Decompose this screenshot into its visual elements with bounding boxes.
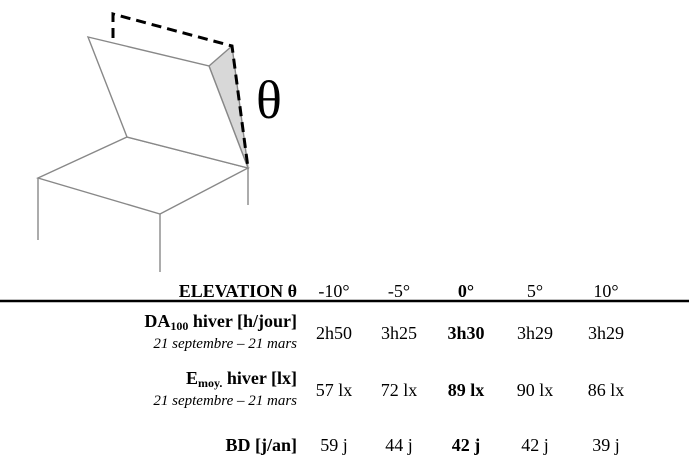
cell: 59 j [320,435,348,455]
column-header: 5° [527,281,543,301]
header-label: ELEVATION θ [179,281,297,301]
label-main: DA [144,311,170,331]
row-label: BD [j/an] [226,435,298,455]
label-main: BD [j/an] [226,435,298,455]
cell: 90 lx [517,380,554,400]
label-main: E [186,368,198,388]
row-period: 21 septembre – 21 mars [153,336,297,352]
cell: 3h29 [588,323,624,343]
dashed-outline [111,12,250,169]
column-header: 10° [593,281,618,301]
label-rest: hiver [h/jour] [188,311,297,331]
cell: 57 lx [316,380,353,400]
cell: 3h29 [517,323,553,343]
lid [86,36,250,170]
box-diagram [36,12,250,272]
cell: 42 j [452,435,481,455]
label-sub: moy. [198,376,222,390]
row-label: Emoy. hiver [lx] [186,368,297,390]
cell: 72 lx [381,380,418,400]
cell: 44 j [385,435,413,455]
label-sub: 100 [170,319,188,333]
row-label: DA100 hiver [h/jour] [144,311,297,333]
cell: 89 lx [448,380,485,400]
row-period: 21 septembre – 21 mars [153,393,297,409]
cell: 86 lx [588,380,625,400]
angle-symbol: θ [256,70,282,130]
cell: 3h25 [381,323,417,343]
cell: 2h50 [316,323,352,343]
cell: 39 j [592,435,620,455]
label-rest: hiver [lx] [222,368,297,388]
column-header: 0° [458,281,474,301]
cell: 3h30 [447,323,484,343]
column-header: -10° [318,281,349,301]
column-header: -5° [388,281,410,301]
cell: 42 j [521,435,549,455]
